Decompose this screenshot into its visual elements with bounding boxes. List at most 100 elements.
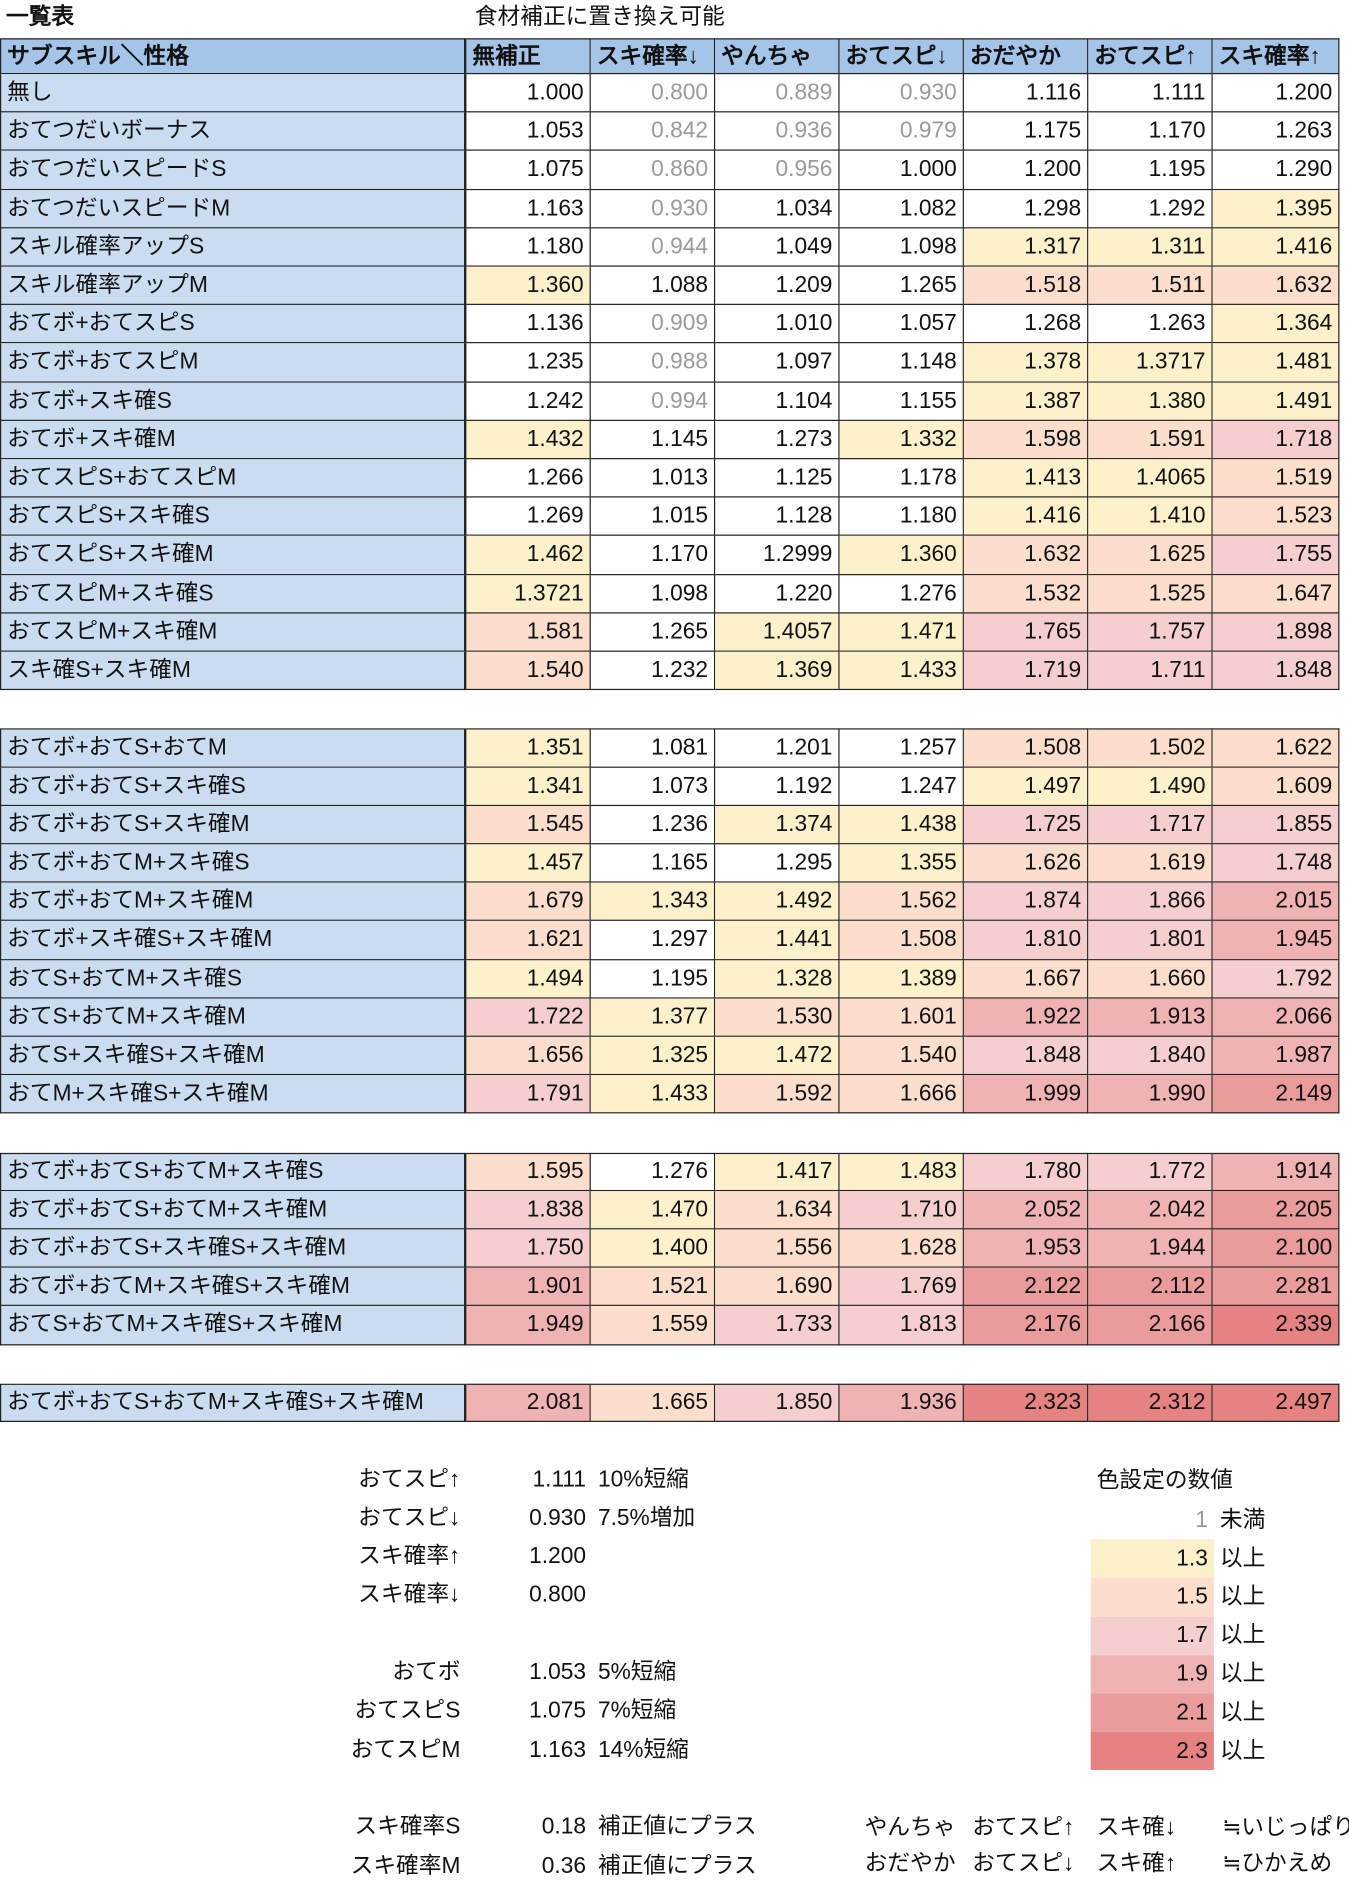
note-label: スキ確率S [354, 1814, 461, 1840]
value-cell: 1.725 [963, 805, 1089, 845]
value-cell: 1.232 [590, 651, 716, 691]
value-cell: 1.647 [1212, 574, 1340, 614]
value-cell: 0.860 [590, 151, 716, 190]
legend-swatch: 1 [1195, 1507, 1208, 1533]
value-cell: 1.378 [963, 343, 1089, 383]
value-cell: 1.332 [839, 420, 964, 460]
value-cell: 1.765 [963, 613, 1089, 652]
column-header: やんちゃ [715, 38, 840, 75]
note-text: 5%短縮 [597, 1659, 677, 1686]
value-cell: 1.2999 [715, 536, 840, 575]
value-cell: 2.323 [963, 1383, 1089, 1422]
value-cell: 1.632 [1212, 266, 1340, 306]
value-cell: 1.433 [590, 1075, 716, 1114]
value-cell: 1.718 [1212, 420, 1340, 460]
value-cell: 1.625 [1088, 536, 1213, 575]
value-cell: 1.508 [839, 921, 964, 960]
value-cell: 1.523 [1212, 497, 1340, 537]
value-cell: 1.268 [963, 305, 1089, 344]
value-cell: 1.532 [963, 574, 1089, 614]
value-cell: 1.195 [1088, 151, 1213, 190]
value-cell: 1.097 [715, 343, 840, 383]
value-cell: 1.679 [466, 882, 591, 922]
row-label: おてスピS+スキ確M [0, 536, 467, 575]
value-cell: 1.276 [590, 1152, 716, 1191]
value-cell: 1.874 [963, 882, 1089, 922]
value-cell: 1.235 [466, 343, 591, 383]
value-cell: 1.540 [839, 1036, 964, 1076]
column-header: 無補正 [466, 38, 591, 75]
legend-label: 以上 [1219, 1545, 1266, 1572]
row-label: おてつだいスピードM [0, 189, 467, 229]
row-label: おてボ+スキ確S [0, 382, 467, 421]
legend-label: 以上 [1219, 1661, 1266, 1687]
value-cell: 1.195 [590, 959, 716, 999]
value-cell: 1.949 [466, 1306, 591, 1345]
row-label: おてボ+おてS+おてM+スキ確M [0, 1190, 467, 1230]
note-label: スキ確率↑ [358, 1544, 461, 1570]
value-cell: 1.711 [1088, 651, 1213, 691]
value-cell: 1.125 [715, 459, 840, 498]
note-value: 1.111 [532, 1466, 587, 1492]
value-cell: 1.178 [839, 459, 964, 498]
column-header: おだやか [963, 38, 1089, 75]
value-cell: 1.521 [590, 1267, 716, 1307]
value-cell: 1.298 [963, 189, 1089, 229]
value-cell: 1.438 [839, 805, 964, 845]
value-cell: 1.598 [963, 420, 1089, 460]
row-label: おてS+おてM+スキ確S [0, 959, 467, 999]
value-cell: 1.518 [963, 266, 1089, 306]
value-cell: 1.813 [839, 1306, 964, 1345]
nature-pair-text: ≒いじっぱり [1222, 1814, 1349, 1840]
row-label: おてボ+おてS+おてM [0, 728, 467, 768]
value-cell: 1.913 [1088, 998, 1213, 1037]
row-label: おてボ+おてスピM [0, 343, 467, 383]
row-label: おてボ+スキ確M [0, 420, 467, 460]
value-cell: 1.441 [715, 921, 840, 960]
value-cell: 1.377 [590, 998, 716, 1037]
value-cell: 1.075 [466, 151, 591, 190]
value-cell: 1.601 [839, 998, 964, 1037]
value-cell: 1.200 [963, 151, 1089, 190]
note-value: 1.163 [529, 1737, 587, 1763]
row-label: おてS+おてM+スキ確S+スキ確M [0, 1306, 467, 1345]
value-cell: 1.3717 [1088, 343, 1213, 383]
nature-pair-text: おてスピ↑ [972, 1814, 1075, 1840]
note-label: おてスピ↓ [358, 1505, 461, 1531]
value-cell: 1.609 [1212, 767, 1340, 806]
value-cell: 1.634 [715, 1190, 840, 1230]
value-cell: 0.930 [839, 74, 964, 113]
value-cell: 1.170 [590, 536, 716, 575]
value-cell: 1.944 [1088, 1229, 1213, 1268]
value-cell: 0.800 [590, 74, 716, 113]
row-label: 無し [0, 74, 467, 113]
value-cell: 1.328 [715, 959, 840, 999]
value-cell: 1.481 [1212, 343, 1340, 383]
value-cell: 1.155 [839, 382, 964, 421]
value-cell: 1.034 [715, 189, 840, 229]
value-cell: 1.840 [1088, 1036, 1213, 1076]
value-cell: 0.842 [590, 112, 716, 152]
value-cell: 1.855 [1212, 805, 1340, 845]
value-cell: 0.994 [590, 382, 716, 421]
note-label: おてスピS [354, 1698, 461, 1724]
value-cell: 1.341 [466, 767, 591, 806]
value-cell: 1.628 [839, 1229, 964, 1268]
value-cell: 1.163 [466, 189, 591, 229]
value-cell: 1.626 [963, 844, 1089, 883]
note-text: 7.5%増加 [597, 1505, 696, 1531]
value-cell: 1.395 [1212, 189, 1340, 229]
value-cell: 1.850 [715, 1383, 840, 1422]
note-value: 0.18 [541, 1814, 587, 1840]
value-cell: 1.667 [963, 959, 1089, 999]
value-cell: 1.801 [1088, 921, 1213, 960]
value-cell: 1.922 [963, 998, 1089, 1037]
nature-pair-text: やんちゃ [864, 1814, 956, 1840]
value-cell: 1.201 [715, 728, 840, 768]
value-cell: 1.769 [839, 1267, 964, 1307]
legend-swatch: 2.3 [1090, 1731, 1214, 1771]
column-header: おてスピ↓ [839, 38, 964, 75]
nature-pair-text: スキ確↑ [1096, 1850, 1177, 1876]
value-cell: 1.519 [1212, 459, 1340, 498]
note-label: スキ確率M [350, 1853, 461, 1879]
